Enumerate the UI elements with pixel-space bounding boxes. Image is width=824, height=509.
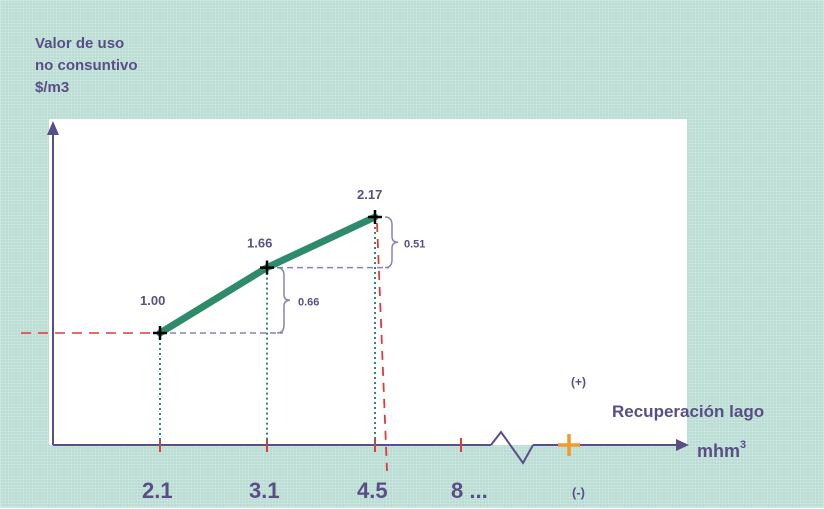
- difference-label: 0.66: [298, 296, 319, 308]
- reference-vertical-line: [376, 222, 388, 472]
- minus-sign-label: (-): [572, 485, 585, 500]
- difference-label: 0.51: [404, 238, 425, 250]
- data-point-label: 1.66: [247, 236, 272, 251]
- x-axis-title: Recuperación lago: [612, 402, 764, 421]
- data-point-label: 1.00: [140, 293, 165, 308]
- plus-sign-label: (+): [571, 375, 586, 389]
- x-tick-label: 4.5: [357, 478, 388, 503]
- plot-area: [49, 119, 687, 445]
- difference-bracket: [276, 266, 291, 334]
- y-axis-label-line-1: Valor de uso: [35, 35, 125, 52]
- data-point-marker: [368, 210, 382, 224]
- data-point-label: 2.17: [357, 187, 382, 202]
- difference-bracket: [384, 216, 399, 269]
- data-point-marker: [260, 260, 274, 275]
- y-axis-label: Valor de uso no consuntivo $/m3: [35, 33, 205, 99]
- y-axis-label-line-2: no consuntivo: [35, 57, 138, 74]
- data-point-marker: [153, 326, 167, 340]
- orange-plus-marker: [558, 434, 580, 456]
- x-tick-label: 3.1: [249, 478, 280, 503]
- x-tick-label: 8 ...: [451, 478, 488, 503]
- x-tick-label: 2.1: [142, 478, 173, 503]
- series-line: [156, 213, 379, 337]
- x-axis-unit: mhm3: [697, 439, 746, 461]
- y-axis-label-line-3: $/m3: [35, 79, 70, 96]
- axis-break-mark: [490, 430, 534, 465]
- y-axis-arrowhead: [47, 121, 59, 135]
- x-axis-arrowhead: [676, 439, 689, 451]
